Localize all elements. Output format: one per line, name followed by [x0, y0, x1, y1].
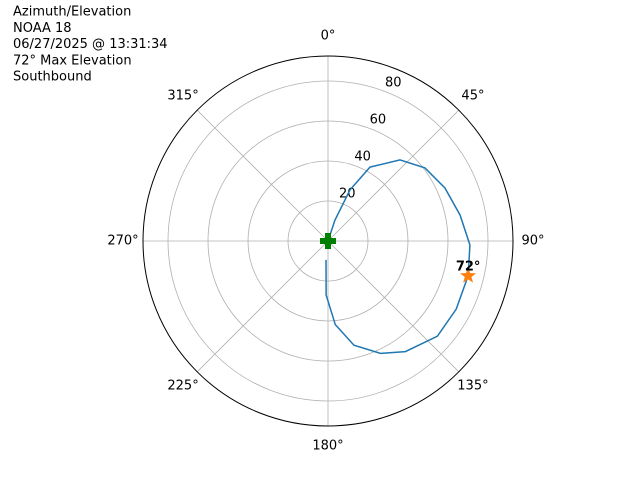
theta-grid-line [327, 109, 460, 242]
r-grid-circle [247, 160, 409, 322]
r-grid-circle [207, 120, 449, 362]
r-tick-label: 60 [370, 113, 387, 128]
theta-tick-label: 315° [167, 89, 198, 104]
theta-tick-label: 270° [107, 234, 138, 249]
theta-tick-label: 90° [521, 234, 544, 249]
title-line: NOAA 18 [13, 21, 72, 36]
title-line: 06/27/2025 @ 13:31:34 [13, 37, 168, 52]
r-grid-circle [287, 200, 369, 282]
title-line: Azimuth/Elevation [13, 5, 131, 20]
r-tick-label: 40 [354, 150, 371, 165]
theta-tick-label: 45° [461, 89, 484, 104]
start-marker [320, 233, 336, 249]
theta-tick-label: 0° [321, 29, 336, 44]
max-label: 72° [456, 259, 481, 274]
r-grid-circle [167, 80, 489, 402]
r-tick-label: 80 [385, 76, 402, 91]
theta-tick-label: 135° [457, 378, 488, 393]
theta-grid-line [327, 240, 460, 373]
title-line: Southbound [13, 70, 92, 85]
theta-tick-label: 180° [312, 439, 343, 454]
title-line: 72° Max Elevation [13, 53, 132, 68]
track-line [325, 159, 471, 355]
theta-grid-line [196, 109, 329, 242]
theta-tick-label: 225° [167, 378, 198, 393]
max-marker [460, 267, 477, 283]
outer-frame [142, 55, 514, 427]
theta-grid-line [196, 240, 329, 373]
